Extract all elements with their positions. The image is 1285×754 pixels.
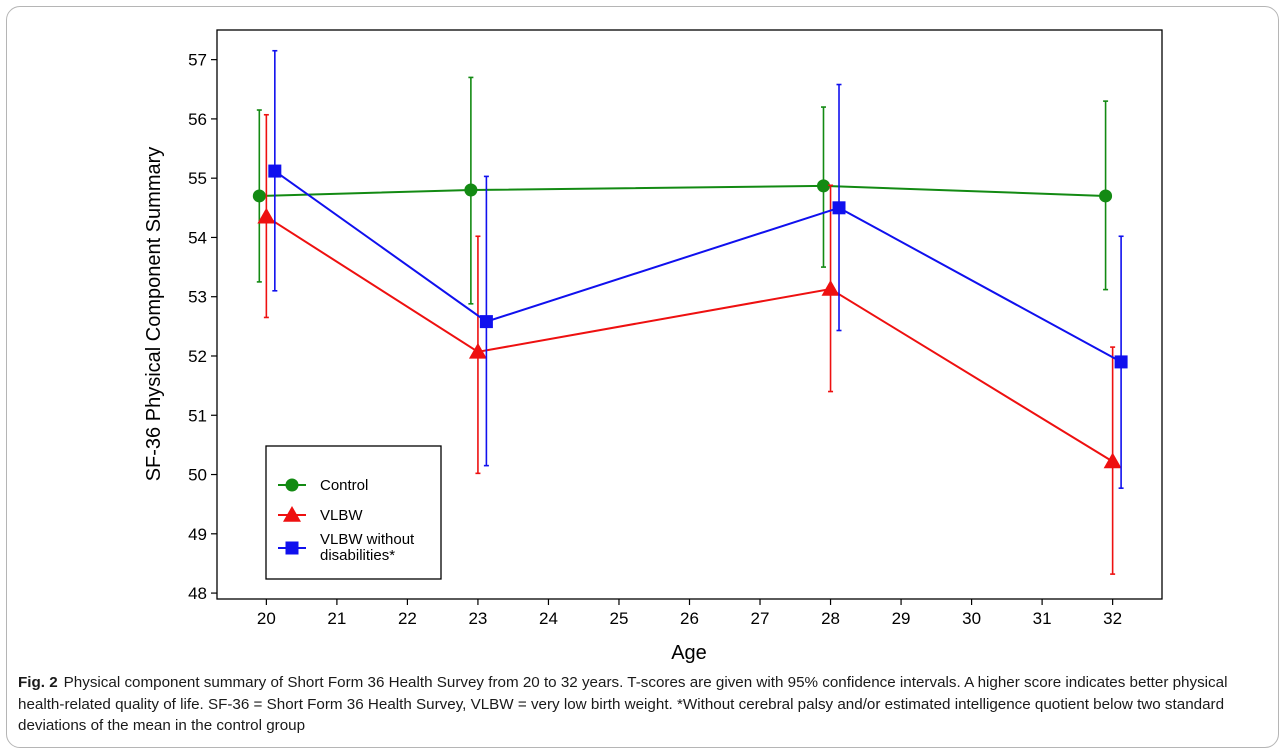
y-tick-label: 49	[188, 525, 207, 544]
y-tick-label: 52	[188, 347, 207, 366]
data-point-circle	[464, 183, 478, 197]
x-tick-label: 28	[821, 609, 840, 628]
x-tick-label: 21	[327, 609, 346, 628]
x-tick-label: 30	[962, 609, 981, 628]
x-tick-label: 24	[539, 609, 558, 628]
data-point-triangle	[821, 280, 840, 296]
legend-marker-triangle	[283, 506, 301, 522]
x-axis-label: Age	[671, 642, 707, 664]
series-line-square	[274, 170, 1122, 363]
x-tick-label: 27	[751, 609, 770, 628]
data-point-triangle	[1103, 452, 1122, 469]
legend-label: Control	[320, 477, 368, 494]
caption-label: Fig. 2	[18, 674, 58, 691]
figure-caption: Fig. 2 Physical component summary of Shor…	[18, 672, 1273, 737]
data-point-square	[832, 201, 846, 215]
y-tick-label: 51	[188, 406, 207, 425]
series-1	[252, 76, 1113, 305]
x-tick-label: 20	[257, 609, 276, 628]
legend-marker-circle	[285, 478, 299, 492]
y-tick-label: 54	[188, 228, 207, 247]
series-3	[268, 49, 1128, 489]
y-tick-label: 50	[188, 466, 207, 485]
x-tick-label: 23	[468, 609, 487, 628]
x-tick-label: 32	[1103, 609, 1122, 628]
data-point-square	[479, 315, 493, 329]
data-point-square	[268, 164, 282, 178]
y-tick-label: 53	[188, 288, 207, 307]
data-point-circle	[1099, 189, 1113, 203]
x-axis: 20 21 22 23 24 25 26 27 28 29 30 31 32	[257, 599, 1122, 628]
series-line-triangle	[265, 215, 1114, 463]
caption-text: Physical component summary of Short Form…	[18, 674, 1228, 734]
data-point-triangle	[257, 207, 276, 224]
x-tick-label: 29	[892, 609, 911, 628]
series-line-circle	[259, 184, 1106, 197]
data-point-triangle	[468, 342, 487, 359]
series-layer	[252, 49, 1128, 575]
x-tick-label: 26	[680, 609, 699, 628]
x-tick-label: 22	[398, 609, 417, 628]
data-point-square	[1114, 355, 1128, 369]
legend-label: disabilities*	[320, 547, 395, 564]
data-point-circle	[816, 179, 830, 193]
legend-label: VLBW without	[320, 531, 415, 548]
data-point-circle	[252, 189, 266, 203]
y-tick-label: 56	[188, 110, 207, 129]
x-tick-label: 31	[1033, 609, 1052, 628]
y-tick-label: 55	[188, 169, 207, 188]
legend-label: VLBW	[320, 507, 363, 524]
x-tick-label: 25	[610, 609, 629, 628]
legend-marker-square	[285, 541, 299, 555]
y-tick-label: 57	[188, 51, 207, 70]
y-tick-label: 48	[188, 584, 207, 603]
y-axis-label: SF-36 Physical Component Summary	[143, 147, 165, 482]
figure-frame	[6, 6, 1279, 748]
y-axis: 48 49 50 51 52 53 54 55 56 57	[188, 51, 217, 603]
series-2	[257, 113, 1122, 575]
